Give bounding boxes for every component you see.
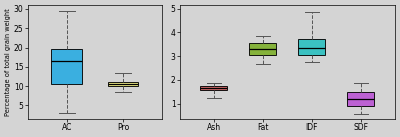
Y-axis label: Percentage of total grain weight: Percentage of total grain weight bbox=[5, 8, 11, 116]
PathPatch shape bbox=[250, 43, 276, 55]
PathPatch shape bbox=[52, 49, 82, 84]
PathPatch shape bbox=[298, 39, 325, 55]
PathPatch shape bbox=[108, 82, 138, 86]
PathPatch shape bbox=[347, 92, 374, 106]
PathPatch shape bbox=[200, 86, 227, 91]
